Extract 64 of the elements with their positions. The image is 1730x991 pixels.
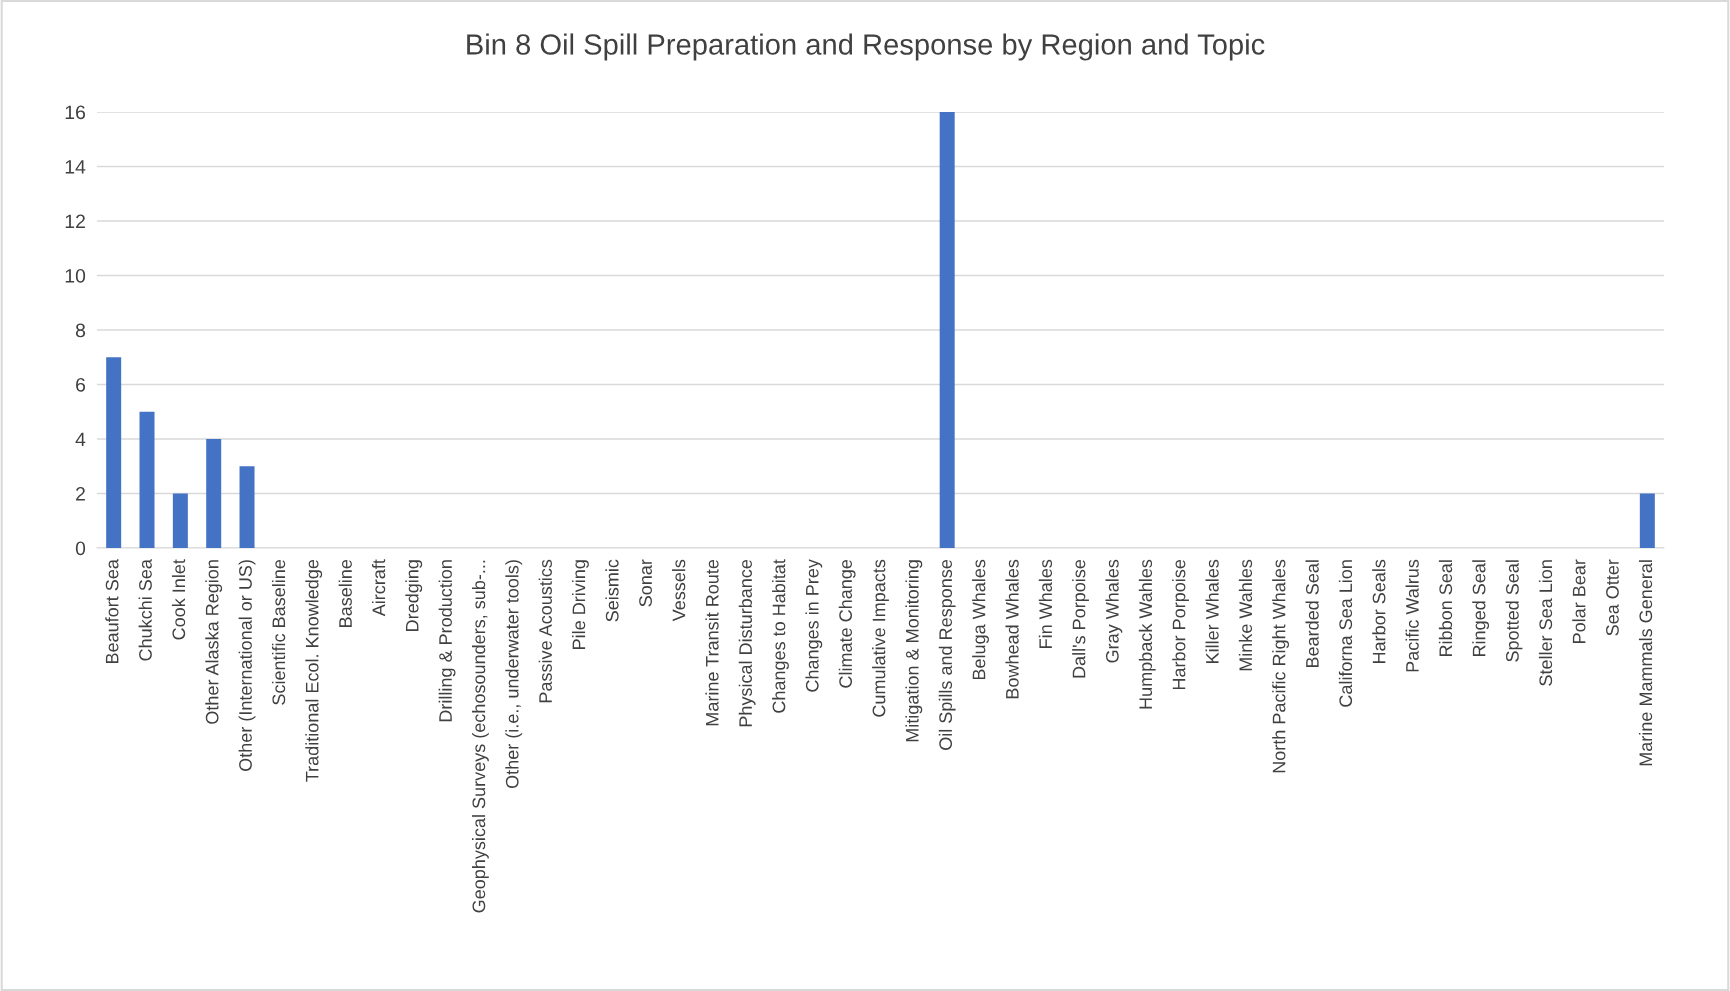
x-tick-label: Cook Inlet [171,559,186,640]
x-tick-label: Sonar [639,559,652,607]
y-tick-label: 16 [65,105,86,120]
x-tick-label: Oil Spills and Response [938,559,956,750]
x-tick-label: North Pacific Right Whales [1272,559,1289,773]
x-tick-label: Gray Whales [1105,559,1123,663]
x-tick-label: Fin Whales [1038,559,1053,648]
x-tick-label: Marine Mammals General [1638,560,1653,766]
x-tick-label: Changes in Prey [805,559,823,692]
x-tick-label: Killer Whales [1205,559,1219,663]
x-tick-label: Seismic [605,559,619,622]
bar [206,439,222,548]
x-tick-label: Other (International or US) [238,560,256,771]
x-tick-label: Harbor Seals [1372,559,1386,663]
x-tick-label: Other Alaska Region [205,560,223,724]
x-tick-label: Passive Acoustics [538,559,552,703]
x-tick-label: Marine Transit Route [705,559,719,726]
x-tick-label: Bowhead Whales [1005,559,1019,699]
x-tick-label: Baseline [338,559,352,627]
y-tick-label: 6 [76,377,86,392]
x-tick-label: Climate Change [838,559,856,688]
x-tick-label: Other (i.e., underwater tools) [505,560,523,789]
y-tick-label: 10 [65,268,86,283]
bar [239,466,255,548]
x-tick-label: Scientific Baseline [271,559,286,705]
x-tick-label: Traditional Ecol. Knowledge [305,559,323,782]
x-tick-label: Sea Otter [1606,559,1619,636]
x-tick-label: Vessels [672,559,686,622]
x-tick-label: Bearded Seal [1305,560,1319,668]
x-tick-label: Aircraft [371,559,386,617]
x-tick-label: Ringed Seal [1472,560,1490,656]
y-tick-label: 4 [75,432,86,447]
x-tick-label: Dall's Porpoise [1072,559,1089,678]
y-tick-label: 8 [75,323,86,338]
y-tick-label: 0 [75,541,86,556]
y-tick-label: 12 [65,214,85,229]
x-tick-label: Harbor Porpoise [1172,559,1189,690]
x-tick-label: Changes to Habitat [772,559,789,713]
bar [106,357,122,548]
bar [172,493,188,548]
x-tick-label: Cumulative Impacts [872,559,889,717]
y-tick-label: 2 [76,486,85,501]
x-tick-label: Physical Disturbance [738,559,756,727]
y-tick-label: 14 [65,160,86,174]
bar [139,411,155,548]
x-tick-label: Chukchi Sea [138,559,152,661]
x-tick-label: Pile Driving [572,560,589,649]
x-tick-label: Californa Sea Lion [1338,560,1353,707]
x-tick-label: Minke Wahles [1238,559,1253,671]
x-tick-label: Beaufort Sea [105,559,119,664]
x-tick-label: Ribbon Seal [1438,560,1453,656]
chart-title: Bin 8 Oil Spill Preparation and Response by Region and Topic [467,33,1265,61]
x-tick-label: Mitigation & Monitoring [905,560,923,742]
x-tick-label: Humpback Wahles [1138,559,1156,709]
x-tick-label: Steller Sea Lion [1538,560,1553,686]
x-tick-label: Polar Bear [1572,559,1586,643]
x-tick-label: Drilling & Production [438,560,456,722]
bar [1639,493,1655,548]
x-tick-label: Beluga Whales [972,559,989,680]
x-tick-label: Pacific Walrus [1405,559,1419,672]
x-tick-label: Geophysical Surveys (echosounders, sub-... [472,560,489,913]
x-tick-label: Dredging [405,560,423,631]
bar [939,112,955,548]
x-tick-label: Spotted Seal [1505,560,1523,662]
